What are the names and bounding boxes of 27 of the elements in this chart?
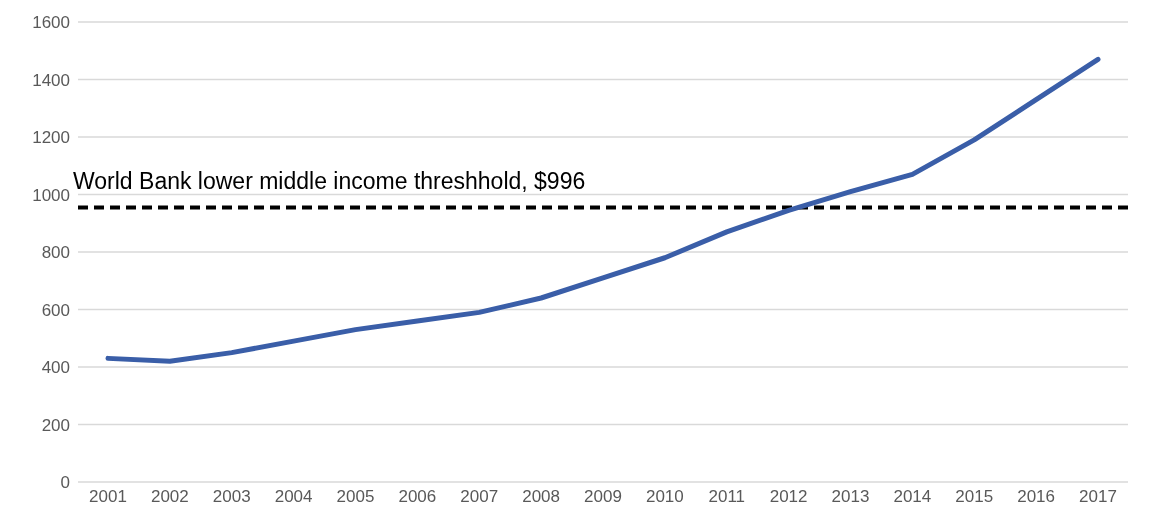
y-tick-label: 1000 bbox=[32, 185, 70, 205]
x-tick-label: 2003 bbox=[212, 487, 251, 507]
ref-line-label: World Bank lower middle income threshhold, $996 bbox=[73, 167, 586, 194]
x-tick-label: 2017 bbox=[1079, 487, 1117, 507]
x-tick-label: 2002 bbox=[150, 487, 189, 507]
y-tick-label: 1600 bbox=[32, 13, 70, 33]
x-tick-label: 2012 bbox=[769, 487, 808, 507]
y-tick-label: 800 bbox=[41, 243, 70, 263]
x-tick-label: 2005 bbox=[336, 487, 375, 507]
y-tick-label: 400 bbox=[41, 358, 70, 378]
x-tick-label: 2016 bbox=[1017, 487, 1056, 507]
x-tick-label: 2007 bbox=[460, 487, 499, 507]
x-tick-label: 2008 bbox=[522, 487, 561, 507]
x-tick-label: 2014 bbox=[893, 487, 932, 507]
x-tick-label: 2010 bbox=[645, 487, 684, 507]
x-tick-label: 2006 bbox=[398, 487, 437, 507]
y-tick-label: 600 bbox=[41, 300, 70, 320]
x-tick-label: 2009 bbox=[584, 487, 622, 507]
y-tick-label: 1200 bbox=[32, 128, 70, 148]
x-tick-label: 2001 bbox=[89, 487, 127, 507]
x-tick-label: 2004 bbox=[274, 487, 313, 507]
x-tick-label: 2013 bbox=[831, 487, 870, 507]
y-tick-label: 200 bbox=[41, 415, 70, 435]
x-tick-label: 2015 bbox=[955, 487, 994, 507]
y-tick-label: 1400 bbox=[32, 70, 70, 90]
x-tick-label: 2011 bbox=[708, 487, 746, 507]
y-tick-label: 0 bbox=[60, 473, 70, 493]
